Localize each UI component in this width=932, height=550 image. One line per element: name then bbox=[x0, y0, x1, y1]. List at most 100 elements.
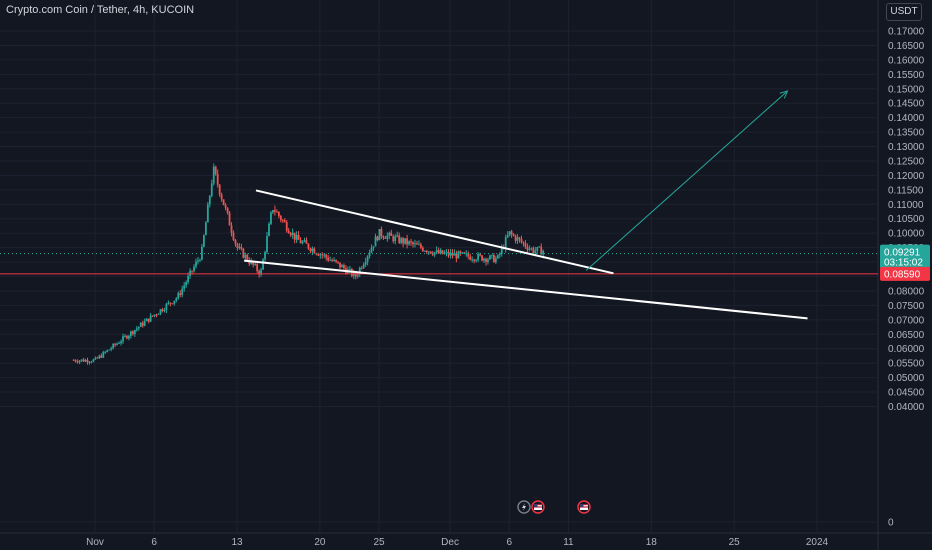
candle-body bbox=[528, 248, 531, 250]
time-tick-label: 2024 bbox=[806, 537, 829, 548]
trendline-lower[interactable] bbox=[244, 259, 808, 320]
candle-body bbox=[400, 238, 403, 243]
candle-body bbox=[378, 228, 381, 241]
us-flag-icon[interactable] bbox=[531, 500, 545, 514]
candle-body bbox=[461, 252, 464, 254]
price-tick-label: 0.06000 bbox=[888, 344, 925, 355]
countdown-label: 03:15:02 bbox=[884, 258, 923, 269]
candle-body bbox=[449, 252, 452, 256]
candle-body bbox=[311, 248, 314, 252]
candle-body bbox=[500, 247, 503, 254]
candle-body bbox=[258, 270, 261, 275]
candle-body bbox=[165, 303, 168, 311]
candle-body bbox=[80, 359, 83, 361]
candle-body bbox=[309, 248, 312, 252]
price-tick-label: 0 bbox=[888, 518, 894, 529]
price-tick-label: 0.05500 bbox=[888, 359, 925, 370]
candle-body bbox=[151, 315, 154, 317]
candle-body bbox=[514, 235, 517, 241]
candle-body bbox=[291, 232, 294, 236]
candle-body bbox=[492, 254, 495, 263]
candle-body bbox=[437, 250, 440, 254]
candle-body bbox=[412, 242, 414, 245]
candle-body bbox=[195, 261, 197, 267]
price-tick-label: 0.08000 bbox=[888, 286, 925, 297]
candle-body bbox=[398, 235, 401, 243]
candle-body bbox=[534, 250, 537, 254]
candle-body bbox=[366, 256, 369, 262]
candle-body bbox=[264, 252, 266, 260]
candle-body bbox=[183, 285, 186, 289]
candle-body bbox=[542, 250, 545, 255]
candle-body bbox=[244, 254, 247, 258]
candle-body bbox=[520, 239, 523, 243]
price-tick-label: 0.12000 bbox=[888, 171, 925, 182]
candle-body bbox=[410, 241, 412, 243]
candle-body bbox=[153, 314, 156, 317]
candle-body bbox=[279, 215, 282, 221]
candle-body bbox=[208, 195, 211, 205]
candle-body bbox=[179, 293, 182, 296]
candle-body bbox=[477, 254, 479, 261]
price-tick-label: 0.14000 bbox=[888, 113, 925, 124]
candle-body bbox=[489, 255, 491, 260]
candle-body bbox=[135, 328, 138, 331]
candle-body bbox=[202, 235, 205, 247]
candle-body bbox=[216, 174, 219, 185]
candle-body bbox=[230, 225, 233, 233]
currency-button[interactable]: USDT bbox=[886, 3, 922, 21]
candle-body bbox=[388, 232, 391, 236]
candle-body bbox=[287, 230, 290, 234]
trendline-upper[interactable] bbox=[255, 189, 614, 275]
time-axis[interactable]: Nov 6 13 20 25 Dec 6 11 18 25 2024 bbox=[86, 537, 828, 548]
candle-body bbox=[319, 254, 322, 256]
candle-body bbox=[331, 259, 334, 261]
candle-body bbox=[526, 246, 529, 250]
candle-body bbox=[471, 259, 474, 261]
candle-body bbox=[74, 360, 77, 362]
flash-icon[interactable] bbox=[517, 500, 531, 514]
candle-body bbox=[435, 250, 438, 253]
candle-body bbox=[445, 251, 448, 253]
symbol-title[interactable]: Crypto.com Coin / Tether, 4h, KUCOIN bbox=[6, 4, 195, 16]
candle-body bbox=[441, 250, 444, 254]
candle-body bbox=[463, 252, 466, 254]
us-flag-icon[interactable] bbox=[577, 500, 591, 514]
candle-body bbox=[88, 362, 91, 363]
price-tick-label: 0.06500 bbox=[888, 330, 925, 341]
price-axis[interactable]: 0 0.04000 0.04500 0.05000 0.05500 0.06000 0.06… bbox=[880, 27, 930, 529]
candle-body bbox=[222, 199, 225, 206]
projection-arrow[interactable] bbox=[585, 90, 788, 271]
candle-body bbox=[94, 357, 97, 360]
time-tick-label: 20 bbox=[314, 537, 326, 548]
candle-body bbox=[118, 343, 120, 345]
candle-body bbox=[339, 262, 341, 268]
candle-body bbox=[218, 184, 221, 195]
candle-body bbox=[262, 259, 264, 270]
candle-body bbox=[510, 231, 513, 235]
candle-body bbox=[390, 232, 393, 236]
price-tick-label: 0.17000 bbox=[888, 27, 925, 38]
price-tick-label: 0.11000 bbox=[888, 200, 924, 211]
candle-body bbox=[532, 248, 535, 254]
candle-body bbox=[268, 223, 270, 237]
candle-body bbox=[496, 254, 499, 259]
candle-body bbox=[305, 240, 308, 244]
price-tick-label: 0.14500 bbox=[888, 99, 925, 110]
candle-body bbox=[372, 246, 375, 248]
candle-body bbox=[212, 166, 215, 184]
candle-body bbox=[479, 254, 481, 256]
candle-body bbox=[228, 212, 231, 226]
candle-body bbox=[307, 243, 310, 249]
candle-body bbox=[157, 313, 160, 315]
candle-body bbox=[116, 343, 118, 345]
candle-body bbox=[226, 207, 229, 213]
candle-body bbox=[313, 248, 316, 254]
candle-body bbox=[199, 259, 201, 261]
price-tick-label: 0.15500 bbox=[888, 70, 925, 81]
candle-body bbox=[473, 259, 476, 261]
event-markers[interactable] bbox=[517, 500, 591, 514]
time-tick-label: 11 bbox=[563, 537, 574, 548]
